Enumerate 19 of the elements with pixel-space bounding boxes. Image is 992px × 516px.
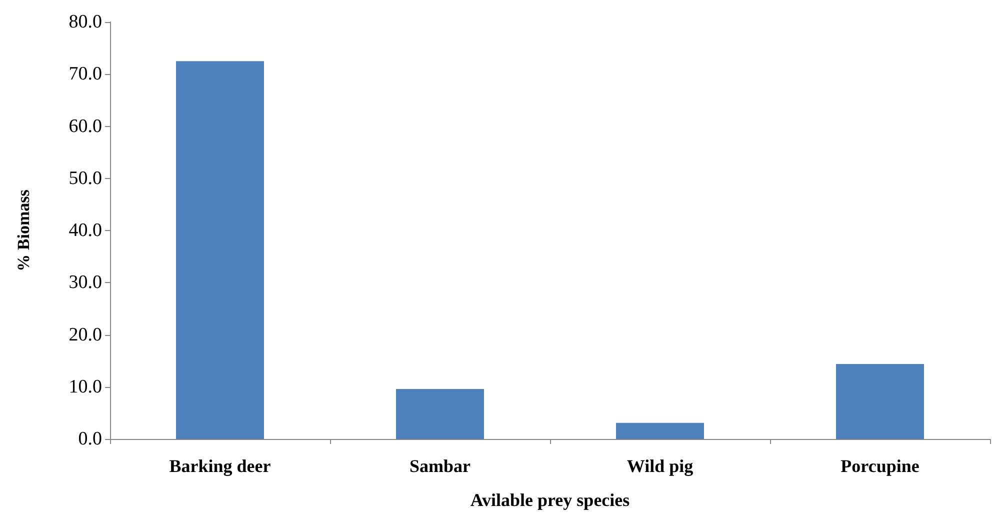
- y-tick-label: 10.0: [68, 376, 102, 398]
- x-tick-label: Wild pig: [626, 456, 694, 476]
- y-axis-title: % Biomass: [14, 189, 33, 272]
- bar: [616, 422, 704, 439]
- x-tick-label: Barking deer: [169, 456, 271, 476]
- y-tick-label: 0.0: [78, 428, 102, 450]
- bar: [836, 364, 924, 439]
- bar: [396, 388, 484, 439]
- x-axis-title: Avilable prey species: [470, 490, 630, 510]
- y-tick-label: 70.0: [68, 64, 102, 85]
- x-tick-label: Sambar: [409, 456, 471, 476]
- y-tick-label: 80.0: [68, 12, 102, 32]
- bar: [176, 61, 264, 439]
- y-tick-label: 60.0: [68, 116, 102, 137]
- y-tick-label: 30.0: [68, 272, 102, 294]
- x-tick-label: Porcupine: [840, 456, 920, 476]
- y-tick-label: 40.0: [68, 220, 102, 241]
- y-tick-label: 20.0: [68, 324, 102, 346]
- y-tick-label: 50.0: [68, 168, 102, 189]
